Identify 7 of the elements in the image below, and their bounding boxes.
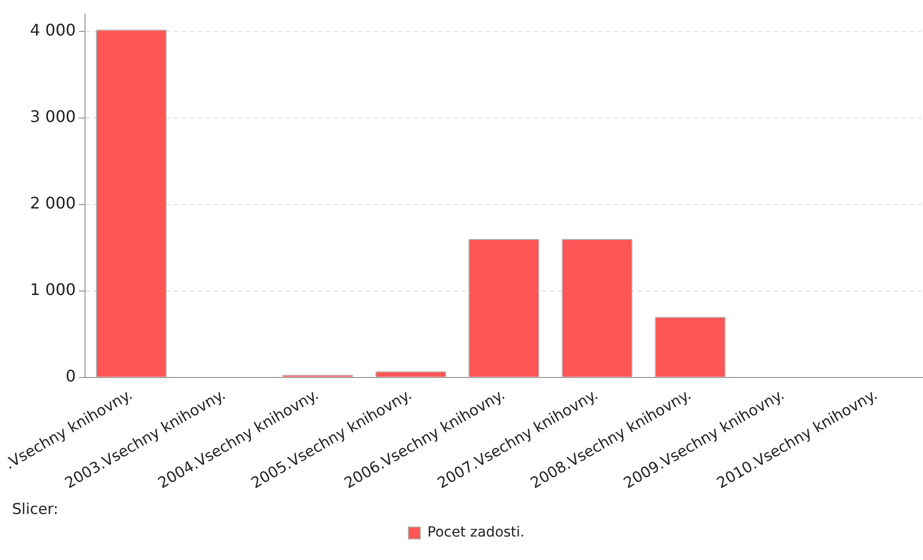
legend-label: Pocet zadosti. xyxy=(427,524,525,541)
y-tick-label: 4 000 xyxy=(30,20,76,40)
y-tick-label: 0 xyxy=(66,366,76,386)
y-tick-label: 3 000 xyxy=(30,106,76,126)
y-tick-label: 2 000 xyxy=(30,193,76,212)
y-tick-label: 1 000 xyxy=(30,280,76,300)
text: Slicer: xyxy=(12,500,58,518)
